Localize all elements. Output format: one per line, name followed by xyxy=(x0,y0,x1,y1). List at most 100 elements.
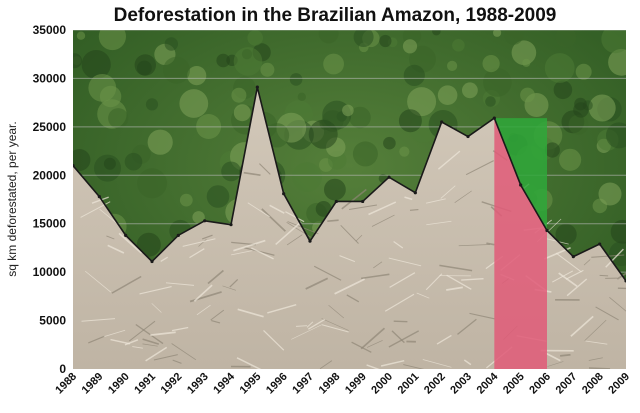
trunk-streak xyxy=(305,277,329,290)
y-tick-label: 10000 xyxy=(33,265,67,279)
trunk-streak xyxy=(605,248,624,268)
trunk-streak xyxy=(457,318,477,335)
trunk-streak xyxy=(160,256,169,262)
trunk-streak xyxy=(321,324,349,333)
y-tick-label: 30000 xyxy=(33,71,67,85)
trunk-streak xyxy=(306,321,314,328)
trunk-streak xyxy=(84,270,112,293)
x-tick-label: 1995 xyxy=(238,371,264,397)
data-point-2006 xyxy=(545,228,549,233)
trunk-streak xyxy=(341,188,367,210)
canopy-blob xyxy=(108,108,129,129)
canopy-blob xyxy=(134,54,156,76)
x-tick-label: 2005 xyxy=(501,371,527,397)
trunk-streak xyxy=(465,160,494,176)
trunk-streak xyxy=(286,221,313,239)
data-point-1995 xyxy=(255,85,259,89)
trunk-streak xyxy=(584,319,607,341)
x-tick-label: 1997 xyxy=(290,371,316,397)
canopy-blob xyxy=(323,53,344,75)
trunk-streak xyxy=(588,367,611,369)
canopy-blob xyxy=(247,30,263,46)
trunk-streak xyxy=(295,325,308,327)
canopy-blob xyxy=(520,87,535,103)
trunk-streak xyxy=(150,331,176,336)
x-tick-label: 2002 xyxy=(422,371,448,397)
canopy-blob xyxy=(179,193,193,207)
trunk-streak xyxy=(321,318,349,331)
canopy-blob xyxy=(124,152,143,171)
trunk-streak xyxy=(446,286,463,291)
trunk-streak xyxy=(261,208,286,232)
trunk-streak xyxy=(463,359,472,366)
trunk-streak xyxy=(211,320,221,324)
trunk-streak xyxy=(469,312,495,320)
trunk-streak xyxy=(404,196,413,201)
canopy-blob xyxy=(407,87,437,117)
trunk-streak xyxy=(106,235,115,240)
data-point-1996 xyxy=(282,192,286,196)
canopy-blob xyxy=(588,94,616,122)
trunk-streak xyxy=(267,303,297,314)
trunk-streak xyxy=(263,329,285,351)
canopy-blob xyxy=(192,211,205,224)
canopy-blob xyxy=(292,162,322,193)
canopy-blob xyxy=(164,37,178,51)
x-tick-label: 1992 xyxy=(159,371,185,397)
trunk-streak xyxy=(409,209,419,211)
trunk-streak xyxy=(207,269,224,285)
canopy-blob xyxy=(297,92,306,102)
trunk-streak xyxy=(393,240,404,249)
x-tick-label: 1993 xyxy=(185,371,211,397)
canopy-blob xyxy=(402,39,418,54)
trunk-streak xyxy=(222,285,236,291)
trunk-streak xyxy=(128,320,156,342)
canopy-blob xyxy=(324,178,346,201)
canopy-blob xyxy=(342,104,354,117)
trunk-streak xyxy=(151,303,162,313)
canopy-blob xyxy=(73,53,82,69)
trunk-streak xyxy=(422,359,452,368)
data-point-2003 xyxy=(466,134,470,139)
trunk-streak xyxy=(558,272,578,287)
trunk-streak xyxy=(99,208,120,226)
canopy-blob xyxy=(145,98,159,111)
x-tick-label: 1996 xyxy=(264,371,290,397)
trunk-streak xyxy=(275,221,302,245)
trunk-streak xyxy=(351,341,372,353)
data-point-2005 xyxy=(519,183,523,187)
canopy-blob xyxy=(483,68,512,97)
highlight-decline-area xyxy=(494,118,547,369)
trunk-streak xyxy=(461,278,484,281)
trunk-streak xyxy=(81,318,116,322)
trunk-streak xyxy=(165,282,195,286)
x-tick-label: 1991 xyxy=(132,371,158,397)
data-point-1988 xyxy=(73,164,75,168)
trunk-streak xyxy=(346,294,360,303)
canopy-blob xyxy=(136,232,161,257)
data-point-1998 xyxy=(334,199,338,204)
trunk-streak xyxy=(566,278,588,297)
canopy-blob xyxy=(315,201,332,217)
trunk-streak xyxy=(583,259,591,266)
trunk-streak xyxy=(291,324,322,340)
trunk-streak xyxy=(139,286,172,295)
x-tick-label: 1990 xyxy=(106,371,132,397)
trunk-streak xyxy=(233,239,266,252)
trunk-streak xyxy=(319,360,333,369)
trunk-streak xyxy=(585,340,608,345)
trunk-streak xyxy=(545,352,561,362)
canopy-blob xyxy=(555,30,577,48)
trunk-streak xyxy=(236,357,262,369)
canopy-blob xyxy=(437,85,458,105)
x-tick-label: 2000 xyxy=(369,371,395,397)
trunk-streak xyxy=(360,273,390,280)
canopy-blob xyxy=(73,149,91,171)
data-point-1994 xyxy=(229,223,233,227)
trunk-streak xyxy=(339,255,356,263)
canopy-blob xyxy=(403,64,425,86)
canopy-blob xyxy=(187,66,207,86)
trunk-streak xyxy=(247,202,270,218)
